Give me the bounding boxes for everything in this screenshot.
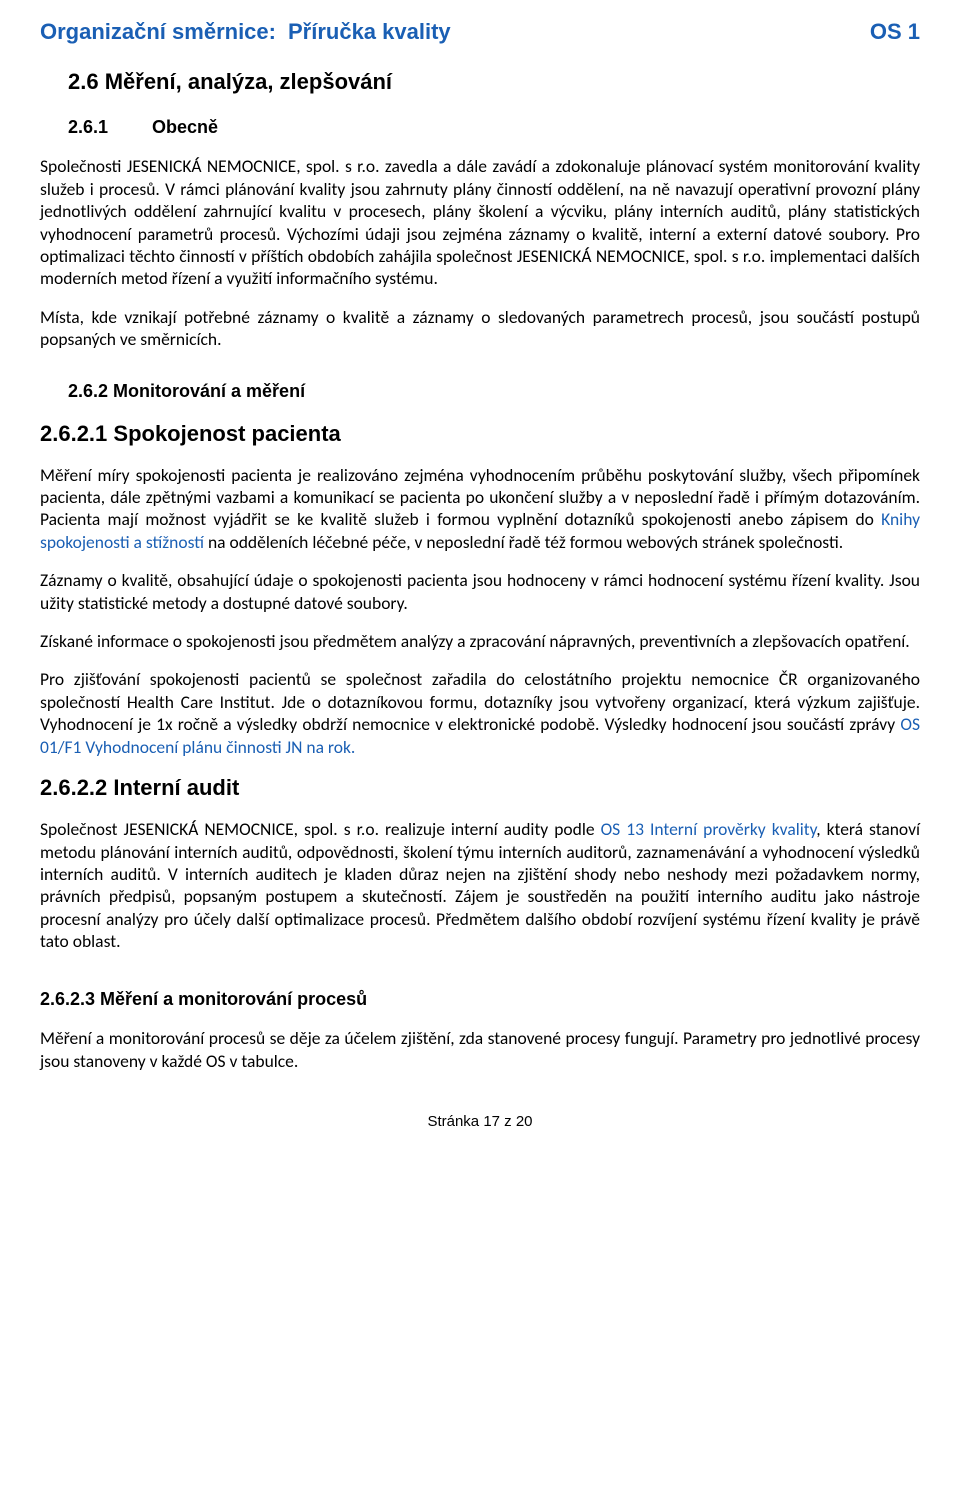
document-header: Organizační směrnice: Příručka kvality O… [40, 18, 920, 46]
para-2-6-2-1-a: Měření míry spokojenosti pacienta je rea… [40, 464, 920, 554]
header-code: OS 1 [870, 18, 920, 46]
heading-2-6-2: 2.6.2 Monitorování a měření [68, 380, 920, 403]
para-2-6-2-3: Měření a monitorování procesů se děje za… [40, 1027, 920, 1072]
para-2-6-2-1-b: Záznamy o kvalitě, obsahující údaje o sp… [40, 569, 920, 614]
para-text: na odděleních léčebné péče, v neposlední… [204, 531, 843, 553]
para-2-6-1-b: Místa, kde vznikají potřebné záznamy o k… [40, 306, 920, 351]
heading-2-6-1-title: Obecně [152, 117, 218, 137]
header-label: Organizační směrnice: [40, 18, 276, 46]
heading-2-6-2-2: 2.6.2.2 Interní audit [40, 774, 920, 802]
heading-2-6-1-num: 2.6.1 [68, 116, 152, 139]
para-2-6-2-1-c: Získané informace o spokojenosti jsou př… [40, 630, 920, 652]
para-2-6-1-a: Společnosti JESENICKÁ NEMOCNICE, spol. s… [40, 155, 920, 289]
header-left: Organizační směrnice: Příručka kvality [40, 18, 451, 46]
para-text: Měření míry spokojenosti pacienta je rea… [40, 464, 920, 531]
para-2-6-2-1-d: Pro zjišťování spokojenosti pacientů se … [40, 668, 920, 758]
para-text: Pro zjišťování spokojenosti pacientů se … [40, 668, 920, 735]
header-title: Příručka kvality [288, 18, 451, 46]
heading-2-6-2-1: 2.6.2.1 Spokojenost pacienta [40, 420, 920, 448]
heading-2-6-1: 2.6.1Obecně [68, 116, 920, 139]
link-os13: OS 13 Interní prověrky kvality [601, 818, 817, 840]
para-text: Společnost JESENICKÁ NEMOCNICE, spol. s … [40, 818, 601, 840]
page-number: Stránka 17 z 20 [40, 1112, 920, 1131]
heading-2-6-2-3: 2.6.2.3 Měření a monitorování procesů [40, 988, 920, 1011]
heading-2-6: 2.6 Měření, analýza, zlepšování [68, 68, 920, 96]
para-2-6-2-2: Společnost JESENICKÁ NEMOCNICE, spol. s … [40, 818, 920, 952]
